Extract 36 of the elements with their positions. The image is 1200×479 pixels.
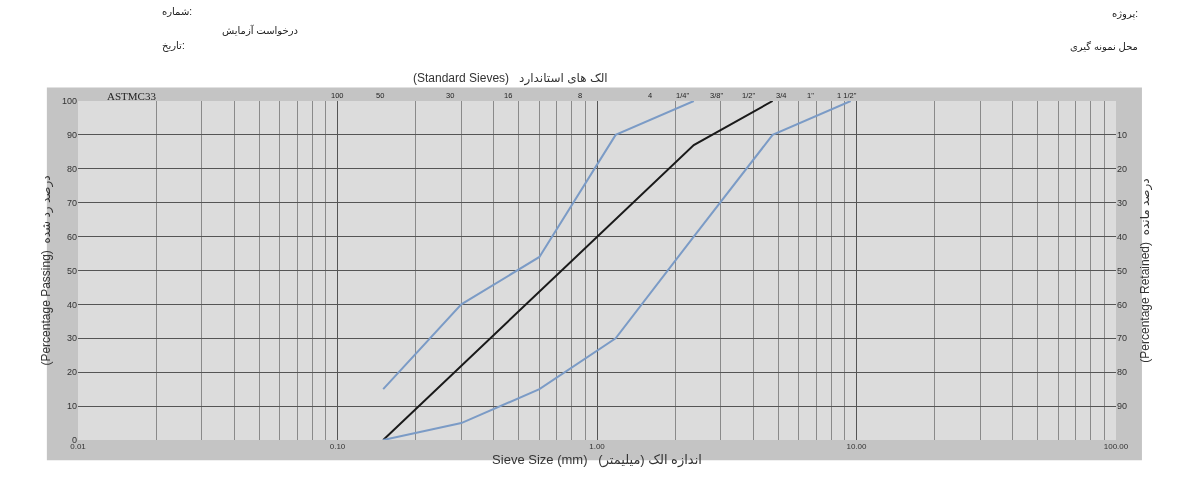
x-tick-label: 100.00: [1103, 442, 1129, 451]
y-tick-label: 20: [66, 367, 77, 378]
x2-axis-title: (Standard Sieves) الک های استاندارد: [413, 71, 608, 86]
y-tick-label: 60: [66, 231, 77, 242]
text: پروژه:: [1112, 8, 1138, 20]
y-axis-title: (Percentage Passing) درصد رد شده: [39, 175, 55, 366]
annotation: ASTMC33: [107, 90, 157, 102]
x-tick-label: 0.10: [329, 442, 346, 451]
y-tick-label: 30: [66, 333, 77, 344]
y-tick-label: 10: [66, 401, 77, 412]
y2-tick-label: 70: [1117, 333, 1128, 344]
y2-tick-label: 50: [1117, 265, 1128, 276]
y2-tick-label: 80: [1117, 367, 1128, 378]
y-tick-label: 100: [61, 96, 77, 107]
x-tick-label: 0.01: [70, 442, 87, 451]
y2-tick-label: 60: [1117, 299, 1128, 310]
y2-tick-label: 90: [1117, 401, 1128, 412]
y2-tick-label: 20: [1117, 163, 1128, 174]
text: درخواست آزمایش: [222, 24, 298, 36]
text: تاریخ:: [162, 40, 185, 52]
y-tick-label: 50: [66, 265, 77, 276]
line-series: [382, 101, 695, 391]
line-series: [382, 101, 852, 440]
text: محل نمونه گیری: [1070, 41, 1138, 52]
x-tick-label: 1.00: [589, 442, 606, 451]
y-tick-label: 80: [66, 163, 77, 174]
y2-tick-label: 10: [1117, 130, 1128, 141]
x-tick-label: 10.00: [846, 442, 868, 451]
text: شماره:: [162, 6, 193, 17]
y-tick-label: 40: [66, 299, 77, 310]
x-axis-title: Sieve Size (mm) اندازه الک (میلیمتر): [492, 451, 702, 468]
y-tick-label: 70: [66, 197, 77, 208]
y2-tick-label: 40: [1117, 231, 1128, 242]
y2-axis-title: (Percentage Retained) درصد مانده: [1137, 178, 1153, 363]
y-tick-label: 90: [66, 130, 77, 141]
y2-tick-label: 30: [1117, 197, 1128, 208]
